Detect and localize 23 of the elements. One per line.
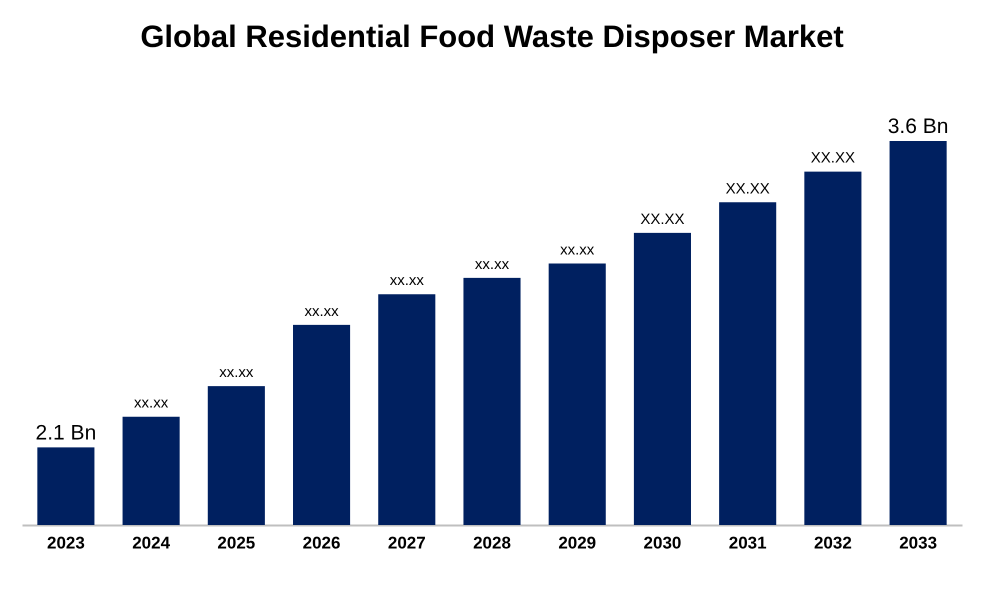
x-tick-label: 2028 [473,534,511,552]
x-tick-label: 2026 [302,534,340,552]
x-tick-label: 2025 [217,534,256,552]
data-label: XX.XX [640,210,685,228]
data-label: 2.1 Bn [36,421,96,444]
data-label: xx.xx [474,256,510,273]
x-tick-label: 2031 [728,534,767,552]
chart-title: Global Residential Food Waste Disposer Market [140,19,844,54]
data-label: xx.xx [304,302,340,320]
x-tick-label: 2023 [46,534,85,552]
x-tick-label: 2032 [814,534,852,552]
data-label: XX.XX [810,150,855,167]
x-tick-label: 2033 [899,534,938,552]
data-label: xx.xx [390,272,424,290]
data-label: xx.xx [560,242,595,259]
data-label: XX.XX [726,180,770,198]
x-tick-label: 2024 [132,534,171,552]
x-tick-label: 2029 [558,534,596,552]
x-tick-label: 2030 [644,534,682,552]
x-tick-label: 2027 [388,534,426,552]
data-label: xx.xx [219,364,254,382]
data-label: 3.6 Bn [888,115,948,138]
data-label: xx.xx [134,394,169,412]
